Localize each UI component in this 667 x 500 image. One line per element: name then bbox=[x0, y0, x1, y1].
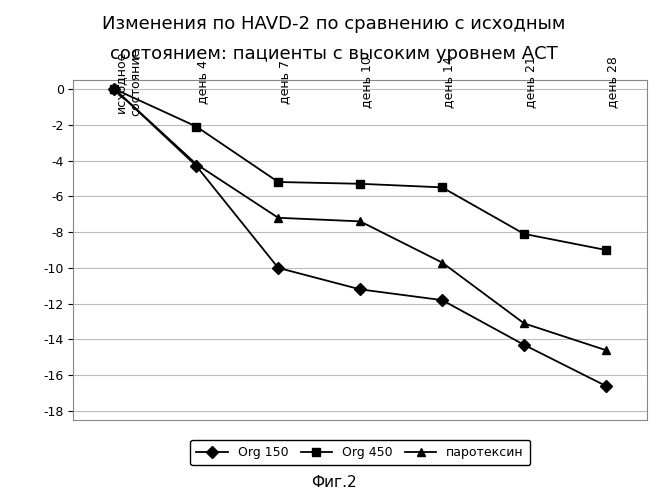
Org 150 bbox=[438, 297, 446, 303]
Text: состоянием: пациенты с высоким уровнем АСТ: состоянием: пациенты с высоким уровнем А… bbox=[109, 45, 558, 63]
паротексин bbox=[192, 161, 200, 167]
Text: Изменения по HAVD-2 по сравнению с исходным: Изменения по HAVD-2 по сравнению с исход… bbox=[102, 15, 565, 33]
Legend: Org 150, Org 450, паротексин: Org 150, Org 450, паротексин bbox=[190, 440, 530, 466]
Org 150 bbox=[110, 86, 118, 92]
Text: день 7: день 7 bbox=[278, 60, 291, 104]
Org 450 bbox=[192, 124, 200, 130]
Org 450 bbox=[520, 231, 528, 237]
Text: исходное
состояние: исходное состояние bbox=[114, 48, 142, 116]
Text: день 4: день 4 bbox=[196, 60, 209, 104]
Org 450 bbox=[438, 184, 446, 190]
Text: день 21: день 21 bbox=[524, 56, 537, 108]
Line: Org 150: Org 150 bbox=[110, 85, 610, 390]
Text: день 10: день 10 bbox=[360, 56, 373, 108]
Org 450 bbox=[274, 179, 282, 185]
Org 150 bbox=[602, 383, 610, 389]
Text: день 14: день 14 bbox=[442, 56, 455, 108]
Line: Org 450: Org 450 bbox=[110, 85, 610, 254]
паротексин bbox=[520, 320, 528, 326]
паротексин bbox=[110, 86, 118, 92]
паротексин bbox=[438, 260, 446, 266]
Text: день 28: день 28 bbox=[606, 56, 619, 108]
паротексин bbox=[274, 215, 282, 221]
Org 450 bbox=[602, 247, 610, 253]
паротексин bbox=[602, 347, 610, 353]
Org 150 bbox=[520, 342, 528, 348]
Org 450 bbox=[110, 86, 118, 92]
Org 150 bbox=[274, 265, 282, 271]
Org 150 bbox=[192, 163, 200, 169]
Org 150 bbox=[356, 286, 364, 292]
Org 450 bbox=[356, 181, 364, 187]
паротексин bbox=[356, 218, 364, 224]
Line: паротексин: паротексин bbox=[110, 85, 610, 354]
Text: Фиг.2: Фиг.2 bbox=[311, 475, 356, 490]
